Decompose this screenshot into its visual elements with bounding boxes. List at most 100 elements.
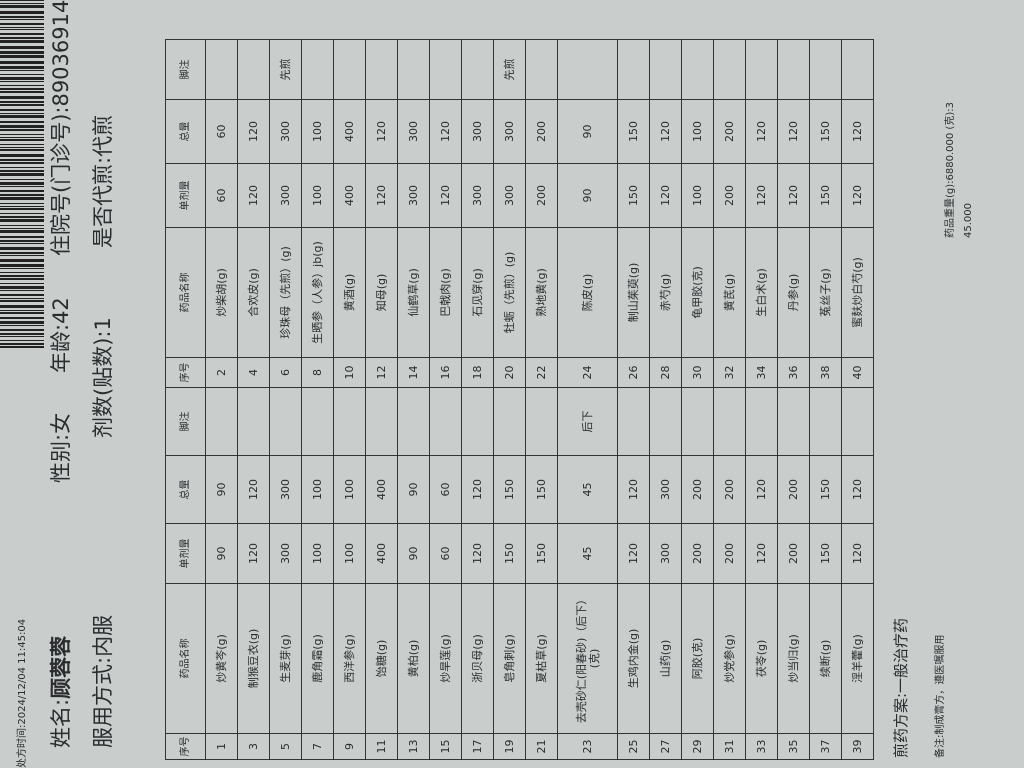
- table-row: 25 生鸡内金(g) 120 120 26 制山茱萸(g) 150 150: [617, 39, 650, 760]
- table-cell: [809, 387, 842, 456]
- table-cell: 90: [205, 455, 238, 524]
- column-header: 脚注: [165, 387, 206, 456]
- table-cell: 120: [841, 523, 874, 584]
- table-cell: 37: [809, 733, 842, 760]
- table-cell: 34: [745, 357, 778, 388]
- barcode-bar: [0, 147, 44, 148]
- table-cell: 100: [301, 455, 334, 524]
- barcode-bar: [0, 219, 44, 222]
- table-cell: 120: [745, 99, 778, 164]
- barcode-bar: [0, 268, 44, 269]
- table-cell: 阿胶(克): [681, 583, 714, 734]
- table-cell: 11: [365, 733, 398, 760]
- barcode-bar: [0, 240, 44, 242]
- table-cell: 菟丝子(g): [809, 227, 842, 358]
- table-cell: [745, 387, 778, 456]
- table-cell: [429, 39, 462, 100]
- table-cell: 60: [429, 523, 462, 584]
- table-cell: 巴戟肉(g): [429, 227, 462, 358]
- table-header-row: 序号 药品名称 单剂量 总量 脚注 序号 药品名称 单剂量 总量 脚注: [165, 39, 206, 760]
- table-cell: 120: [777, 99, 810, 164]
- table-cell: 100: [681, 163, 714, 228]
- table-cell: 29: [681, 733, 714, 760]
- table-cell: [713, 387, 746, 456]
- table-cell: 120: [649, 99, 682, 164]
- table-cell: [333, 387, 366, 456]
- table-cell: 60: [429, 455, 462, 524]
- table-cell: 36: [777, 357, 810, 388]
- barcode-bar: [0, 272, 44, 273]
- table-cell: 400: [365, 455, 398, 524]
- table-cell: 21: [525, 733, 558, 760]
- table-cell: 合欢皮(g): [237, 227, 270, 358]
- table-cell: 150: [493, 523, 526, 584]
- barcode-bar: [0, 186, 44, 187]
- prescription-table: 序号 药品名称 单剂量 总量 脚注 序号 药品名称 单剂量 总量 脚注 1 炒黄芩(g) 90 90 2 炒…: [165, 39, 874, 760]
- table-cell: 2: [205, 357, 238, 388]
- table-cell: 知母(g): [365, 227, 398, 358]
- table-cell: 制猴豆衣(g): [237, 583, 270, 734]
- table-cell: 300: [269, 99, 302, 164]
- table-cell: [333, 39, 366, 100]
- table-cell: 150: [493, 455, 526, 524]
- barcode-bar: [0, 137, 44, 138]
- barcode-bar: [0, 109, 44, 111]
- table-cell: [365, 39, 398, 100]
- table-cell: 200: [713, 99, 746, 164]
- table-cell: 14: [397, 357, 430, 388]
- barcode-bar: [0, 173, 44, 176]
- table-cell: 先煎: [269, 39, 302, 100]
- table-row: 5 生麦芽(g) 300 300 6 珍珠母（先煎）(g) 300 300 先煎: [269, 39, 302, 760]
- patient-name-field: 姓名:顾蓉蓉: [48, 636, 74, 748]
- table-cell: 龟甲胶(克): [681, 227, 714, 358]
- age: 年龄:42: [49, 297, 73, 373]
- table-cell: 16: [429, 357, 462, 388]
- table-cell: 120: [429, 163, 462, 228]
- table-row: 31 炒党参(g) 200 200 32 黄芪(g) 200 200: [713, 39, 746, 760]
- table-cell: [269, 387, 302, 456]
- table-row: 33 茯苓(g) 120 120 34 生白术(g) 120 120: [745, 39, 778, 760]
- barcode-bar: [0, 16, 44, 18]
- table-cell: 炒黄芩(g): [205, 583, 238, 734]
- barcode-bar: [0, 170, 44, 172]
- table-cell: 10: [333, 357, 366, 388]
- barcode-bar: [0, 74, 44, 75]
- table-cell: [237, 39, 270, 100]
- table-cell: 炒柴胡(g): [205, 227, 238, 358]
- table-cell: 120: [745, 163, 778, 228]
- column-header: 总量: [165, 455, 206, 524]
- decoction-plan: 煎药方案:一般治疗药: [892, 617, 910, 758]
- table-row: 19 皂角刺(g) 150 150 20 牡蛎（先煎）(g) 300 300 先煎: [493, 39, 526, 760]
- table-cell: [525, 39, 558, 100]
- usage: 服用方式:内服: [91, 614, 115, 748]
- table-cell: 26: [617, 357, 650, 388]
- barcode-bar: [0, 208, 44, 210]
- barcode-bar: [0, 286, 44, 289]
- barcode-bar: [0, 23, 44, 25]
- table-cell: 淫羊藿(g): [841, 583, 874, 734]
- barcode-bar: [0, 27, 44, 28]
- barcode-bar: [0, 29, 44, 30]
- barcode-bar: [0, 46, 44, 49]
- table-cell: 17: [461, 733, 494, 760]
- table-cell: 300: [397, 163, 430, 228]
- table-cell: [461, 387, 494, 456]
- table-cell: 60: [205, 99, 238, 164]
- table-cell: 丹参(g): [777, 227, 810, 358]
- barcode-bar: [0, 264, 44, 267]
- table-cell: 8: [301, 357, 334, 388]
- table-cell: [713, 39, 746, 100]
- barcode-bar: [0, 61, 44, 64]
- barcode-bar: [0, 11, 44, 14]
- table-cell: 蜜麸炒白芍(g): [841, 227, 874, 358]
- barcode-bar: [0, 3, 44, 4]
- barcode-bar: [0, 19, 44, 20]
- barcode-bar: [0, 40, 44, 43]
- barcode-bar: [0, 333, 44, 335]
- weight-line-2: 45.000: [963, 203, 974, 238]
- table-cell: 90: [557, 163, 618, 228]
- barcode-bar: [0, 85, 44, 86]
- table-cell: 31: [713, 733, 746, 760]
- table-cell: [397, 39, 430, 100]
- barcode-bar: [0, 81, 44, 82]
